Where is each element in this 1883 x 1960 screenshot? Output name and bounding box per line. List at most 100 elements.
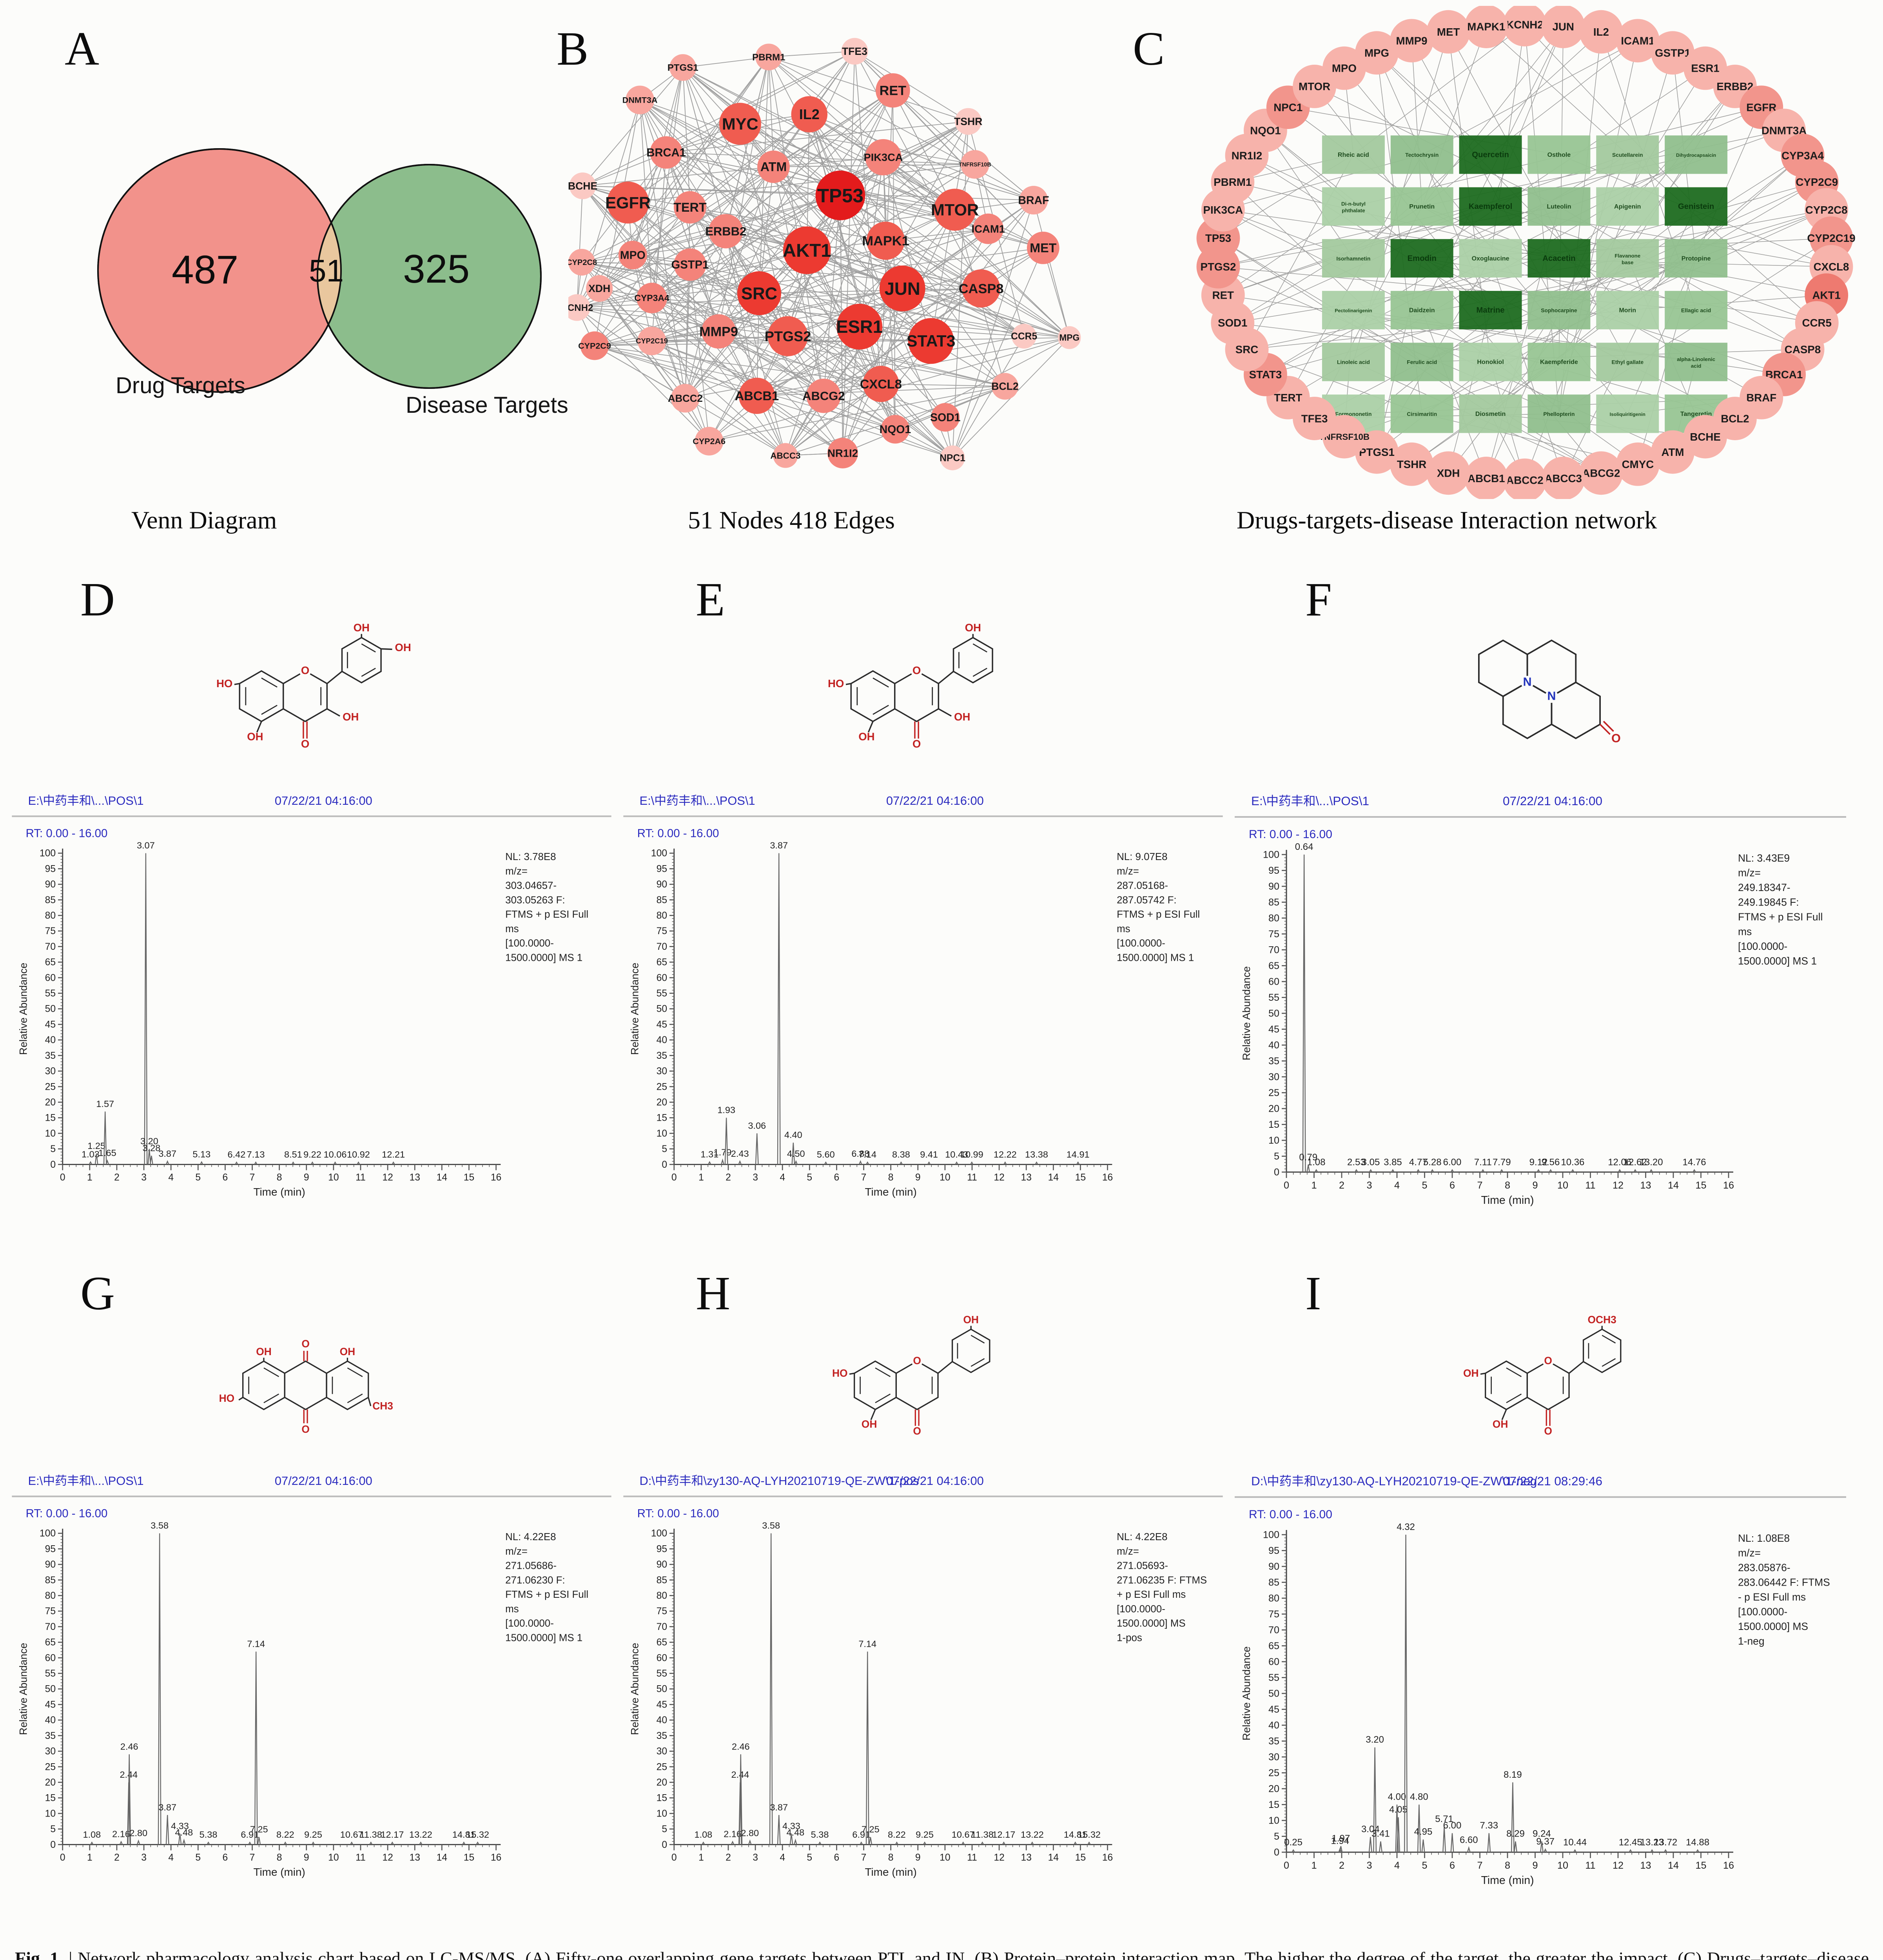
svg-text:4.40: 4.40 — [784, 1130, 802, 1140]
panel-letter-f: F — [1305, 573, 1332, 626]
atom-label-OH: OH — [965, 621, 981, 633]
svg-text:12.21: 12.21 — [382, 1149, 405, 1160]
svg-text:6: 6 — [834, 1172, 840, 1183]
ppi-node-MPO: MPO — [618, 241, 647, 270]
compound-cell-Prunetin: Prunetin — [1390, 187, 1453, 226]
svg-text:0: 0 — [60, 1172, 65, 1183]
svg-text:PIK3CA: PIK3CA — [1203, 204, 1243, 216]
svg-text:5.38: 5.38 — [200, 1829, 218, 1840]
ppi-node-ESR1: ESR1 — [836, 303, 883, 350]
svg-text:4: 4 — [168, 1172, 174, 1183]
svg-text:2.53: 2.53 — [1347, 1157, 1366, 1167]
dtd-node-KCNH2: KCNH2 — [1503, 6, 1547, 47]
svg-text:6.88: 6.88 — [851, 1149, 869, 1159]
atom-label-HO: HO — [219, 1392, 235, 1404]
svg-text:CYP2C19: CYP2C19 — [1807, 232, 1855, 244]
svg-text:NL: 4.22E8: NL: 4.22E8 — [505, 1532, 556, 1543]
panel-letter-d: D — [80, 573, 115, 626]
svg-text:85: 85 — [1268, 897, 1279, 908]
svg-text:Ellagic acid: Ellagic acid — [1681, 307, 1711, 313]
svg-text:2: 2 — [1339, 1860, 1344, 1871]
svg-text:60: 60 — [1268, 976, 1279, 987]
svg-text:25: 25 — [45, 1082, 56, 1092]
chromatogram-acacetin: D:\中药丰和\zy130-AQ-LYH20210719-QE-ZW\1-neg… — [1235, 1474, 1846, 1887]
svg-text:80: 80 — [657, 911, 667, 921]
compound-cell-Phellopterin: Phellopterin — [1527, 394, 1591, 433]
ppi-node-NR1I2: NR1I2 — [827, 437, 858, 468]
chrom-rt-label: RT: 0.00 - 16.00 — [1249, 828, 1332, 841]
dtd-node-MAPK1: MAPK1 — [1464, 6, 1508, 48]
atom-label-OH: OH — [862, 1418, 877, 1430]
svg-text:45: 45 — [45, 1699, 56, 1710]
svg-text:0: 0 — [671, 1853, 677, 1863]
svg-text:1.08: 1.08 — [694, 1829, 712, 1840]
svg-text:10.67: 10.67 — [340, 1829, 363, 1840]
svg-text:IL2: IL2 — [1593, 26, 1609, 38]
dtd-title: Drugs-targets-disease Interaction networ… — [1237, 506, 1657, 534]
svg-text:SRC: SRC — [741, 284, 777, 303]
ppi-node-PTGS1: PTGS1 — [668, 54, 698, 81]
compound-cell-Daidzein: Daidzein — [1390, 291, 1453, 330]
svg-text:6: 6 — [223, 1853, 228, 1863]
svg-text:ABCG2: ABCG2 — [1582, 467, 1620, 479]
molecule-structure-quercetin: HO OH O O OH OH OH — [216, 621, 411, 750]
svg-text:13.22: 13.22 — [1021, 1829, 1044, 1840]
svg-text:ABCB1: ABCB1 — [1468, 472, 1505, 485]
svg-text:85: 85 — [1268, 1577, 1279, 1588]
svg-text:NL: 1.08E8: NL: 1.08E8 — [1738, 1532, 1790, 1544]
svg-text:PTGS1: PTGS1 — [1359, 446, 1395, 458]
dtd-node-GSTP1: GSTP1 — [1651, 31, 1694, 75]
atom-label-O: O — [913, 1425, 921, 1437]
svg-text:KCNH2: KCNH2 — [1506, 19, 1543, 31]
svg-text:4: 4 — [168, 1853, 174, 1863]
svg-text:Apigenin: Apigenin — [1614, 203, 1641, 210]
svg-text:60: 60 — [45, 973, 56, 983]
chrom-nl-annotation: NL: 3.78E8 m/z= 303.04657- 303.05263 F: FTMS… — [505, 851, 588, 963]
svg-text:16: 16 — [491, 1853, 501, 1863]
svg-text:6: 6 — [223, 1172, 228, 1183]
svg-text:13: 13 — [409, 1172, 420, 1183]
svg-text:50: 50 — [657, 1684, 667, 1695]
svg-text:70: 70 — [1268, 1624, 1279, 1635]
svg-text:Phellopterin: Phellopterin — [1543, 411, 1575, 417]
svg-text:4.33: 4.33 — [782, 1821, 800, 1831]
svg-text:IL2: IL2 — [799, 106, 820, 122]
svg-text:15: 15 — [45, 1113, 56, 1123]
ppi-node-GSTP1: GSTP1 — [671, 248, 709, 281]
svg-text:3.58: 3.58 — [151, 1521, 169, 1531]
chrom-y-axis: 0 5 10 15 20 25 30 35 40 45 50 55 60 65 70 75 80 85 90 95 10… — [651, 1528, 675, 1850]
svg-text:1: 1 — [698, 1172, 704, 1183]
svg-text:3: 3 — [753, 1853, 758, 1863]
svg-text:[100.0000-: [100.0000- — [1117, 938, 1165, 949]
svg-text:ESR1: ESR1 — [1691, 62, 1719, 74]
compound-cell-Honokiol: Honokiol — [1459, 343, 1522, 381]
svg-text:2: 2 — [726, 1853, 731, 1863]
compound-cell-Ferulic-acid: Ferulic acid — [1390, 343, 1453, 381]
svg-text:3.06: 3.06 — [748, 1120, 766, 1131]
ppi-node-STAT3: STAT3 — [907, 318, 956, 364]
svg-text:CYP2C8: CYP2C8 — [1805, 204, 1848, 216]
svg-text:6.91: 6.91 — [852, 1829, 870, 1840]
molecule-skeleton: OH OH HO CH3 O O — [219, 1338, 393, 1435]
ppi-node-CYP2C19: CYP2C19 — [636, 327, 668, 356]
svg-text:55: 55 — [45, 1668, 56, 1679]
chromatogram-quercetin: E:\中药丰和\...\POS\1 07/22/21 04:16:00 RT: 0.… — [12, 794, 611, 1198]
svg-text:15: 15 — [657, 1113, 667, 1123]
chrom-peaks: 1.311.79 1.93 2.43 3.06 3.87 4.40 4.50 5.60 6.88… — [700, 840, 1090, 1165]
svg-text:8: 8 — [1505, 1860, 1510, 1871]
svg-text:12.45: 12.45 — [1619, 1837, 1642, 1847]
atom-label-OH: OH — [256, 1346, 272, 1357]
svg-text:3.07: 3.07 — [137, 840, 155, 851]
svg-text:3.87: 3.87 — [770, 1802, 788, 1812]
svg-text:75: 75 — [657, 1606, 667, 1617]
svg-text:5: 5 — [1422, 1860, 1427, 1871]
atom-label-O: O — [912, 664, 921, 677]
ppi-node-TSHR: TSHR — [954, 108, 982, 135]
panel-letter-i: I — [1305, 1267, 1321, 1320]
svg-text:35: 35 — [657, 1731, 667, 1741]
svg-text:80: 80 — [657, 1591, 667, 1601]
venn-count-overlap: 51 — [309, 253, 344, 288]
svg-text:3: 3 — [141, 1172, 147, 1183]
atom-label-O: O — [301, 738, 309, 750]
compound-cell-Isorhamnetin: Isorhamnetin — [1322, 239, 1385, 278]
